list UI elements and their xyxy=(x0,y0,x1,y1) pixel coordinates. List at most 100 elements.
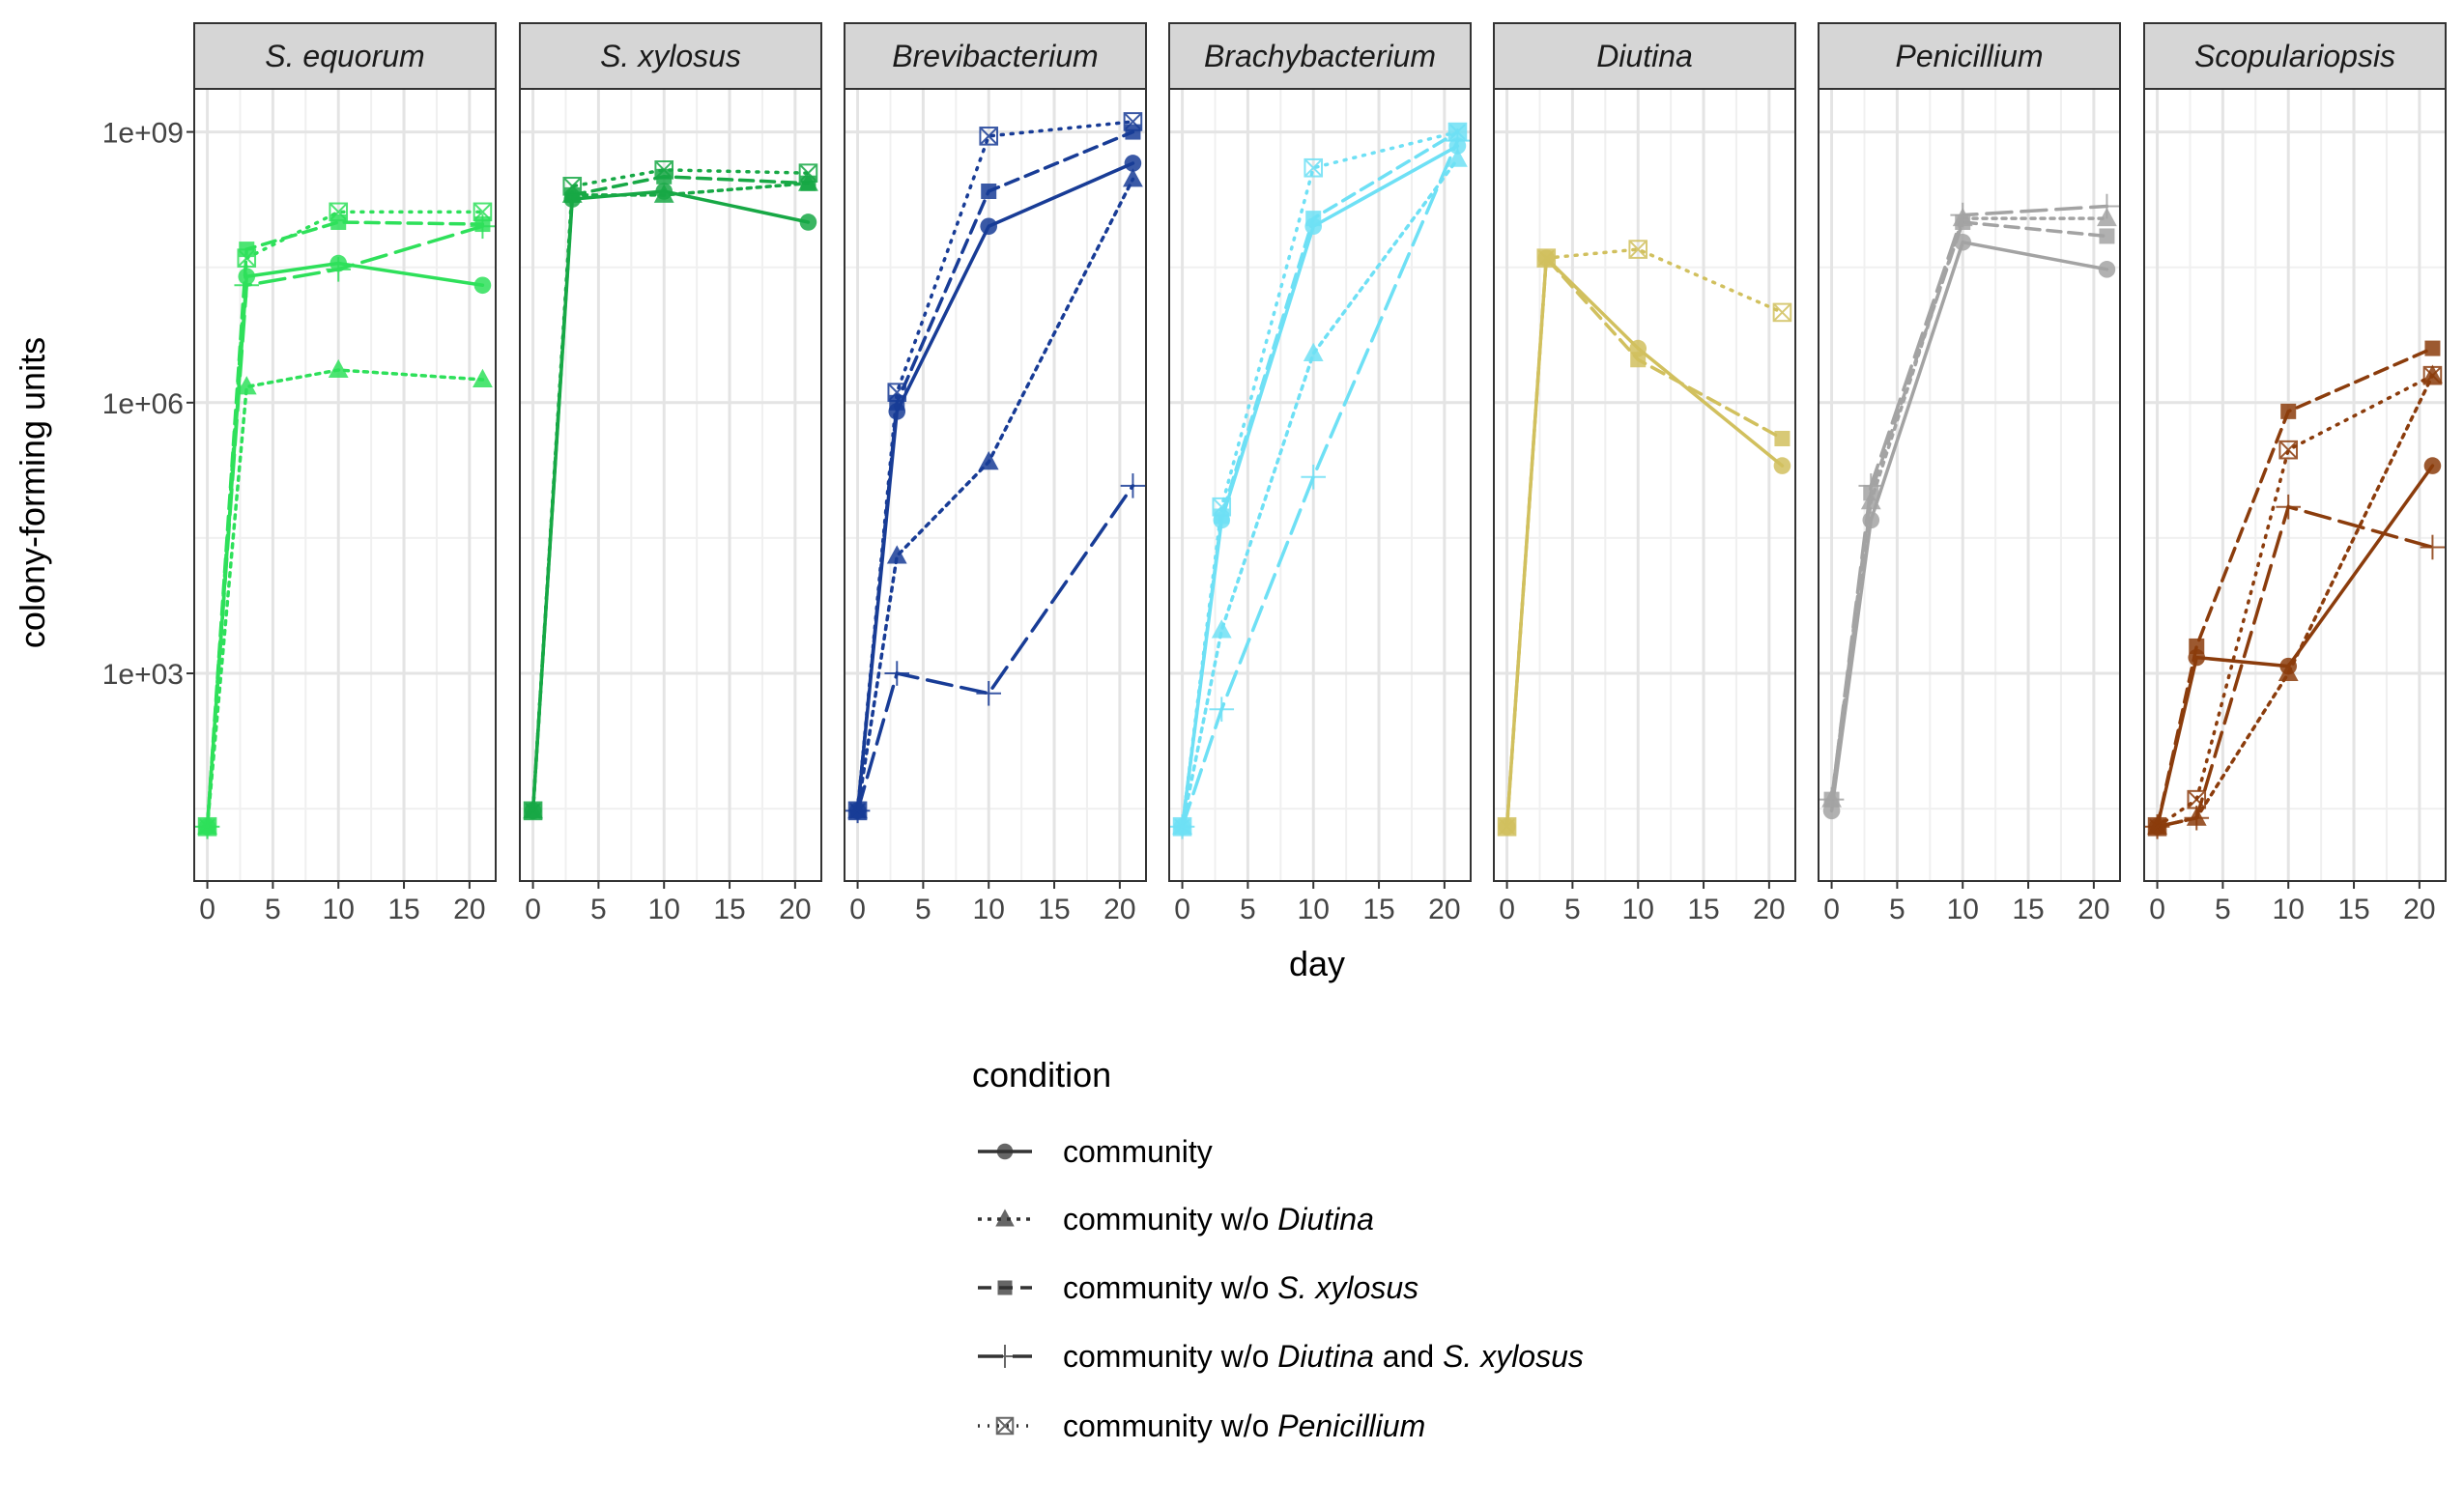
plot-area xyxy=(2144,89,2446,881)
data-point-no_penicillium xyxy=(654,160,674,180)
panel-border xyxy=(1493,88,1796,882)
data-point-no_sxylosus xyxy=(1125,124,1141,140)
x-tick-label: 0 xyxy=(2149,894,2165,925)
data-point-no_sxylosus xyxy=(2280,403,2297,419)
x-tick-label: 15 xyxy=(387,894,419,925)
data-point-no_sxylosus xyxy=(1305,211,1322,227)
x-tick-label: 20 xyxy=(1103,894,1135,925)
legend-key-marker xyxy=(996,1143,1014,1160)
x-tick-label: 15 xyxy=(713,894,745,925)
data-point-no_sxylosus xyxy=(2424,340,2441,356)
legend-key-marker xyxy=(997,1280,1013,1295)
x-tick-label: 5 xyxy=(1889,894,1905,925)
data-point-no_both xyxy=(1120,473,1146,498)
data-point-no_both xyxy=(2184,805,2210,831)
panel-diutina: Diutina 0 5 10 15 20 xyxy=(1493,22,1796,925)
series-line-no_diutina xyxy=(1180,156,1460,829)
data-point-no_both xyxy=(1209,697,1235,723)
data-point-no_both xyxy=(470,213,496,240)
x-tick-label: 5 xyxy=(1564,894,1581,925)
panel-border xyxy=(519,88,822,882)
data-point-no_both xyxy=(2276,494,2302,520)
facet-title: Diutina xyxy=(1596,39,1693,73)
facet-title: S. xylosus xyxy=(600,39,741,73)
legend: condition community community w/o Diutina… xyxy=(972,1055,1584,1443)
x-tick-label: 10 xyxy=(1622,894,1654,925)
x-tick-label: 10 xyxy=(1298,894,1330,925)
data-point-no_penicillium xyxy=(1772,302,1792,323)
data-point-no_penicillium xyxy=(2422,365,2443,385)
x-axis-label: day xyxy=(1289,944,1345,983)
series-line-no_both xyxy=(1180,138,1460,829)
panel-brevibacterium: Brevibacterium 0 5 10 15 20 xyxy=(844,22,1147,925)
panel-scopulariopsis: Scopulariopsis 0 5 10 15 20 xyxy=(2143,22,2447,925)
data-point-no_penicillium xyxy=(523,801,543,821)
x-tick-label: 15 xyxy=(1038,894,1070,925)
data-point-no_both xyxy=(2420,534,2446,560)
data-point-community xyxy=(2098,261,2116,278)
x-tick-label: 5 xyxy=(1240,894,1256,925)
facet-strip xyxy=(193,22,497,90)
panel-penicillium: Penicillium 0 5 10 15 20 xyxy=(1818,22,2121,925)
x-tick-label: 20 xyxy=(453,894,485,925)
x-tick-label: 10 xyxy=(323,894,355,925)
data-point-no_diutina xyxy=(2278,662,2299,682)
data-point-no_diutina xyxy=(1303,342,1324,361)
x-tick-label: 15 xyxy=(1362,894,1394,925)
facet-title: Scopulariopsis xyxy=(2194,39,2395,73)
legend-item-no_diutina: community w/o Diutina xyxy=(978,1202,1374,1237)
facet-title: S. equorum xyxy=(265,39,424,73)
panel-border xyxy=(1818,88,2121,882)
y-axis-label: colony-forming units xyxy=(13,337,52,648)
data-point-no_diutina xyxy=(653,184,674,203)
series-line-no_sxylosus xyxy=(1504,253,1785,829)
data-point-community xyxy=(799,213,817,231)
data-point-no_both xyxy=(1858,473,1884,498)
legend-key-marker xyxy=(995,1208,1015,1227)
data-point-no_penicillium xyxy=(562,177,583,196)
data-point-community xyxy=(1773,457,1791,474)
series-line-no_diutina xyxy=(205,368,485,829)
data-point-no_sxylosus xyxy=(1630,352,1647,368)
data-point-no_both xyxy=(1819,786,1845,812)
series-line-no_both xyxy=(205,224,485,829)
y-tick-label: 1e+06 xyxy=(102,388,184,420)
data-point-no_penicillium xyxy=(2278,440,2299,460)
legend-item-no_penicillium: community w/o Penicillium xyxy=(978,1408,1425,1443)
x-tick-label: 20 xyxy=(2403,894,2435,925)
legend-label: community w/o Penicillium xyxy=(1063,1408,1425,1443)
data-point-no_penicillium xyxy=(847,801,868,821)
plot-area xyxy=(1494,89,1795,881)
data-point-no_penicillium xyxy=(979,127,999,146)
legend-label: community w/o S. xylosus xyxy=(1063,1270,1418,1305)
x-tick-label: 0 xyxy=(849,894,866,925)
facet-strip xyxy=(1493,22,1796,90)
panel-border xyxy=(193,88,497,882)
facet-strip xyxy=(1818,22,2121,90)
data-point-no_diutina xyxy=(1211,619,1232,639)
data-point-no_both xyxy=(326,257,352,282)
data-point-no_both xyxy=(884,661,910,686)
data-point-community xyxy=(2423,457,2442,474)
x-tick-label: 10 xyxy=(973,894,1005,925)
x-tick-label: 10 xyxy=(648,894,680,925)
data-point-no_diutina xyxy=(1447,148,1468,167)
legend-title: condition xyxy=(972,1055,1111,1095)
x-tick-label: 0 xyxy=(1174,894,1190,925)
legend-key-marker xyxy=(995,1416,1015,1436)
legend-item-no_both: community w/o Diutina and S. xylosus xyxy=(978,1339,1584,1374)
series-line-no_penicillium xyxy=(205,210,485,829)
x-tick-label: 10 xyxy=(1947,894,1979,925)
series-line-no_diutina xyxy=(855,177,1135,813)
data-point-no_penicillium xyxy=(329,202,349,222)
data-point-no_both xyxy=(976,680,1002,706)
data-point-no_diutina xyxy=(1123,168,1143,187)
x-tick-label: 5 xyxy=(265,894,281,925)
panel-brachybacterium: Brachybacterium 0 5 10 15 20 xyxy=(1168,22,1472,925)
x-tick-label: 20 xyxy=(1428,894,1460,925)
x-tick-label: 0 xyxy=(525,894,541,925)
legend-label: community w/o Diutina and S. xylosus xyxy=(1063,1339,1584,1374)
series-line-no_penicillium xyxy=(855,120,1135,813)
legend-item-community: community xyxy=(978,1134,1213,1169)
